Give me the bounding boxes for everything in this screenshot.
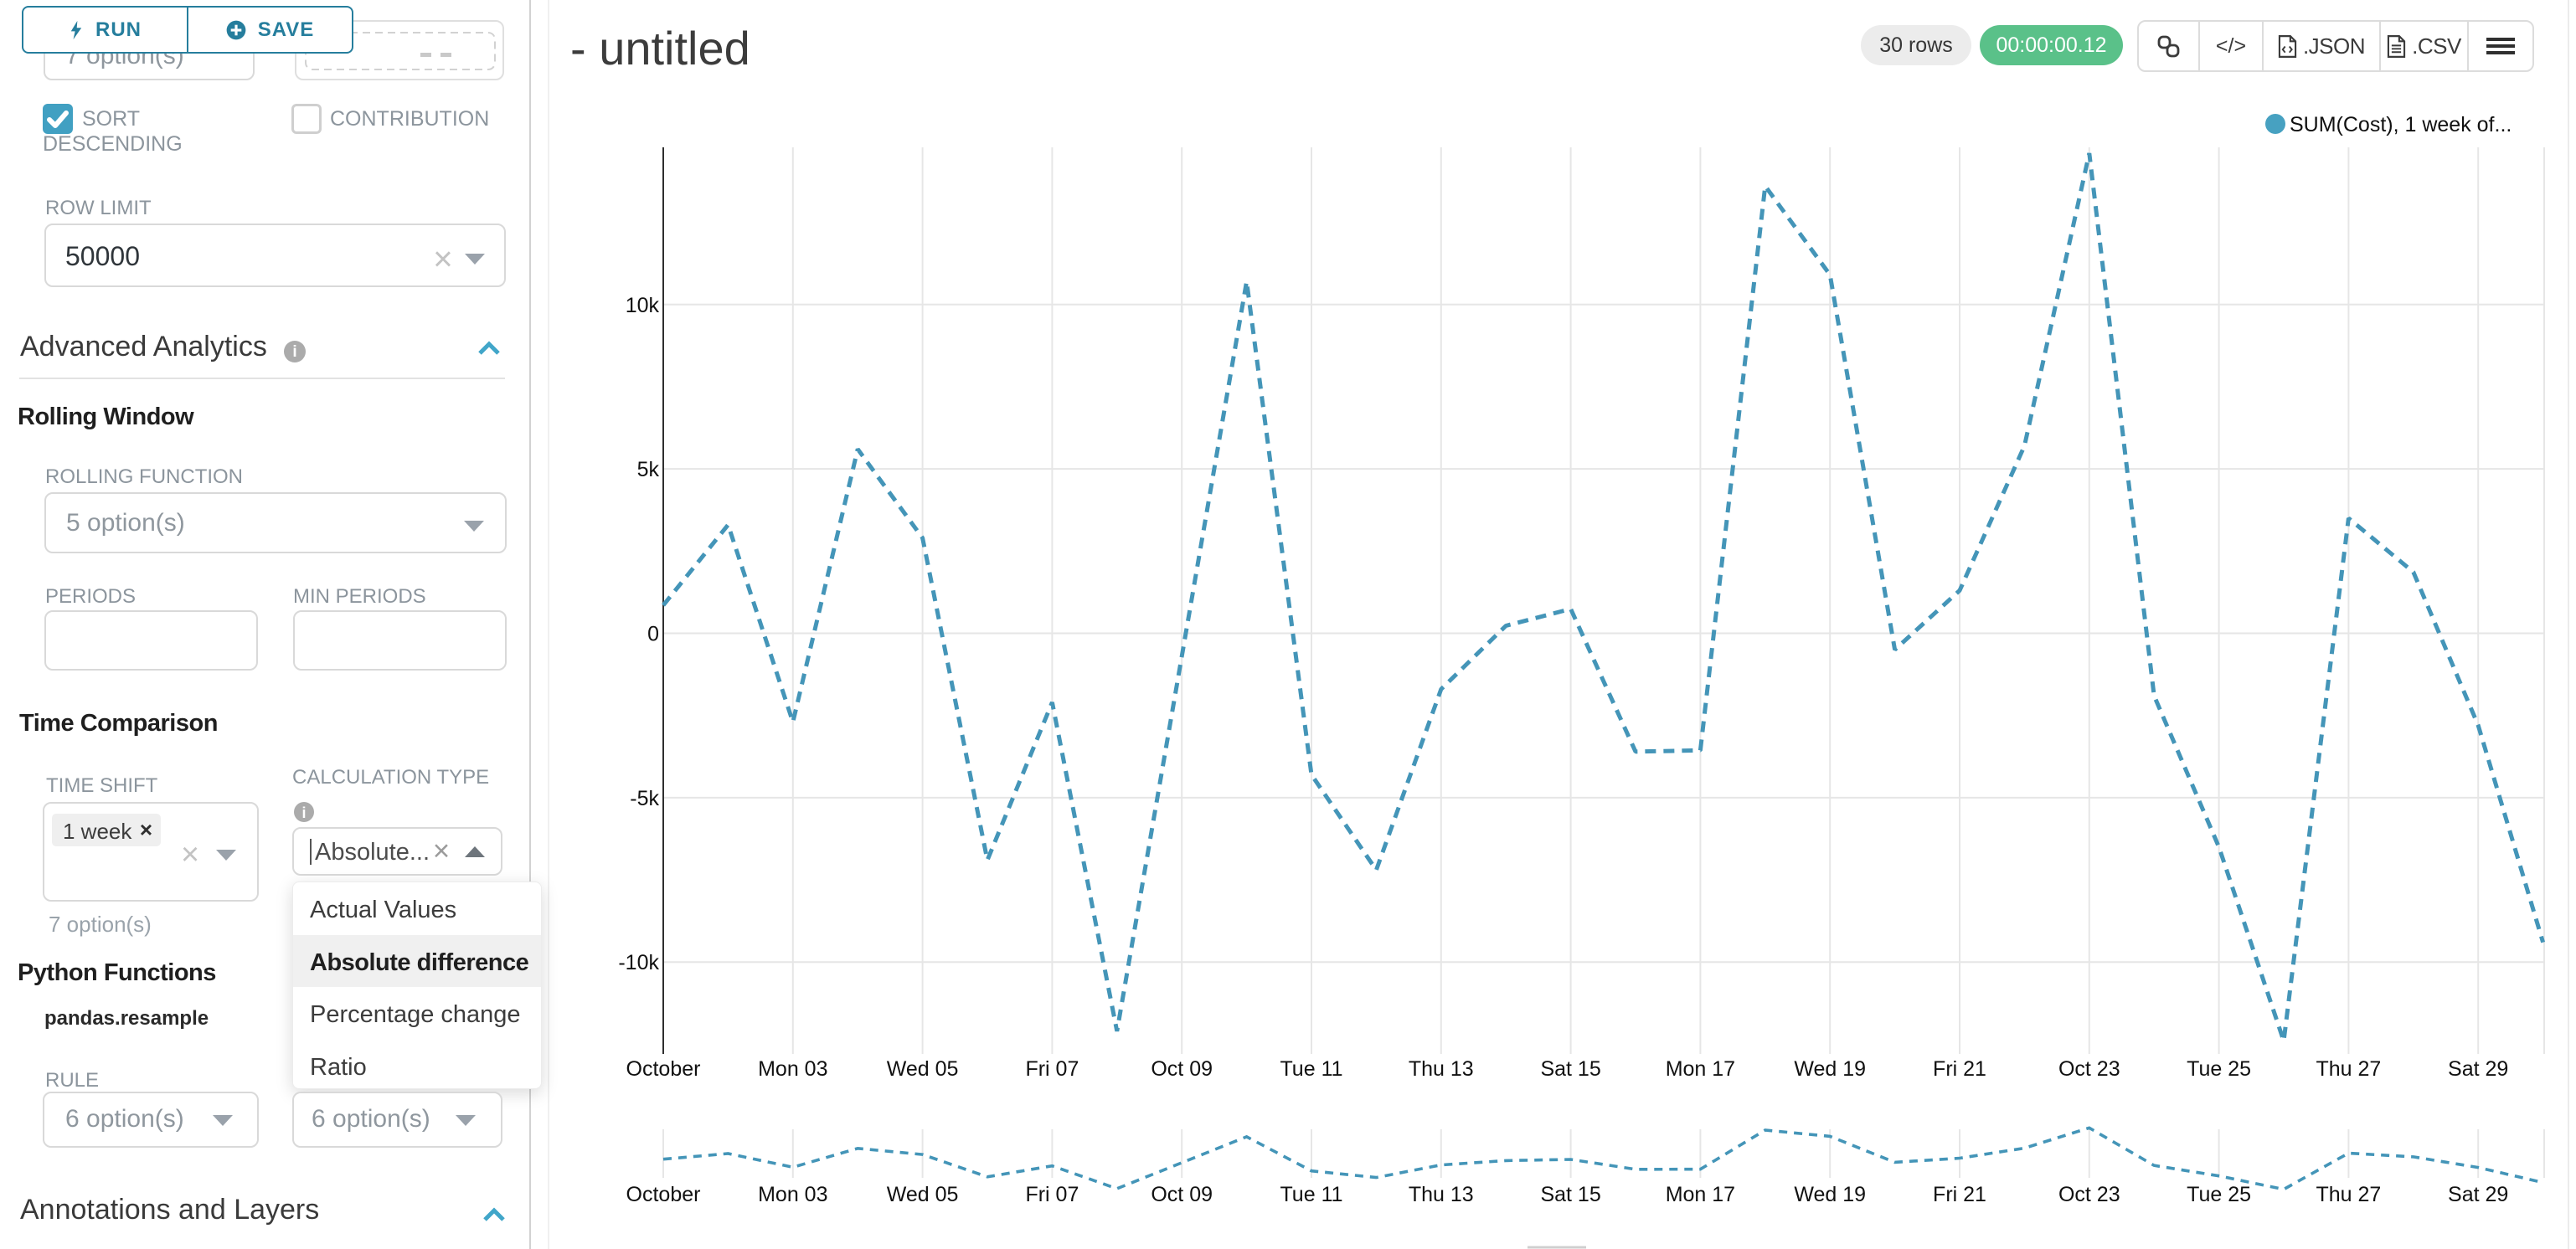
svg-text:Fri 07: Fri 07 [1025,1057,1079,1081]
svg-text:Wed 05: Wed 05 [887,1183,959,1206]
svg-text:5k: 5k [637,458,660,481]
svg-text:Mon 17: Mon 17 [1666,1057,1735,1081]
svg-text:Tue 11: Tue 11 [1280,1057,1342,1081]
svg-text:Thu 27: Thu 27 [2316,1183,2381,1206]
svg-text:Mon 17: Mon 17 [1666,1183,1735,1206]
svg-text:October: October [626,1057,701,1081]
svg-text:Oct 09: Oct 09 [1151,1183,1213,1206]
svg-text:Thu 27: Thu 27 [2316,1057,2381,1081]
svg-text:-5k: -5k [630,787,659,810]
svg-text:Sat 15: Sat 15 [1540,1057,1600,1081]
svg-text:SUM(Cost), 1 week of...: SUM(Cost), 1 week of... [2290,113,2512,136]
svg-text:10k: 10k [626,294,660,317]
svg-text:Wed 19: Wed 19 [1794,1183,1866,1206]
svg-text:0: 0 [647,623,659,646]
svg-text:Wed 19: Wed 19 [1794,1057,1866,1081]
svg-text:Tue 25: Tue 25 [2187,1183,2251,1206]
svg-text:Wed 05: Wed 05 [887,1057,959,1081]
svg-text:Mon 03: Mon 03 [758,1183,827,1206]
svg-text:Oct 23: Oct 23 [2058,1057,2120,1081]
svg-text:Sat 29: Sat 29 [2448,1183,2508,1206]
svg-text:October: October [626,1183,701,1206]
svg-text:Mon 03: Mon 03 [758,1057,827,1081]
svg-text:Sat 15: Sat 15 [1540,1183,1600,1206]
svg-text:Fri 07: Fri 07 [1025,1183,1079,1206]
svg-text:Fri 21: Fri 21 [1933,1057,1986,1081]
svg-text:Thu 13: Thu 13 [1409,1057,1474,1081]
svg-text:-10k: -10k [618,951,659,974]
svg-text:Fri 21: Fri 21 [1933,1183,1986,1206]
svg-text:Tue 25: Tue 25 [2187,1057,2251,1081]
svg-text:Sat 29: Sat 29 [2448,1057,2508,1081]
svg-text:Oct 23: Oct 23 [2058,1183,2120,1206]
svg-text:Tue 11: Tue 11 [1280,1183,1342,1206]
svg-text:Thu 13: Thu 13 [1409,1183,1474,1206]
svg-text:Oct 09: Oct 09 [1151,1057,1213,1081]
